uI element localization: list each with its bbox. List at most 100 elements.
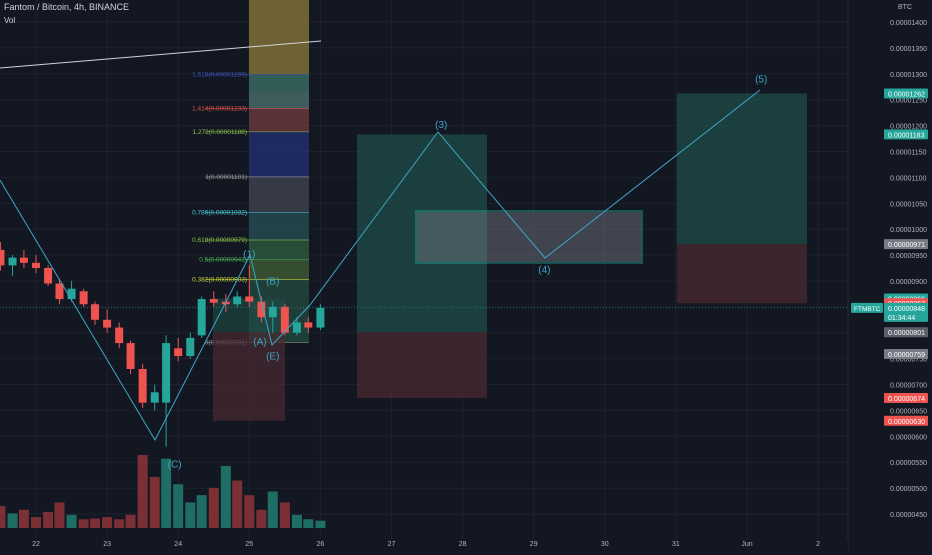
volume-bar [31, 517, 41, 528]
candle-body [0, 249, 5, 266]
price-badge-label: 0.00000801 [888, 330, 925, 337]
wave-label: (1) [243, 250, 255, 261]
volume-bar [185, 502, 196, 528]
volume-bar [244, 495, 255, 528]
volume-bar [220, 465, 231, 528]
volume-bar [102, 517, 113, 528]
chart-title: Fantom / Bitcoin, 4h, BINANCE [4, 2, 130, 12]
volume-bar [54, 502, 65, 528]
fib-level-label: 0.5(0.00000941) [199, 257, 247, 264]
long-position-target-zone-2 [677, 93, 807, 245]
countdown-label: 01:34:44 [888, 315, 915, 322]
price-tick-label: 0.00001300 [890, 72, 927, 79]
candle-body [304, 322, 313, 328]
volume-label: Vol [4, 16, 16, 25]
price-tick-label: 0.00000750 [890, 357, 927, 364]
candle-body [138, 368, 147, 403]
volume-bar [315, 520, 326, 528]
volume-bar [232, 480, 243, 528]
volume-bar [256, 509, 267, 528]
price-badge [884, 302, 928, 322]
volume-bar [303, 519, 314, 528]
candle-body [55, 283, 64, 300]
symbol-tag [851, 302, 883, 313]
fib-band [249, 131, 309, 177]
small-stop-zone [213, 332, 285, 421]
wave-label: (B) [266, 277, 279, 288]
volume-bar [279, 502, 290, 528]
candle-body [150, 392, 159, 403]
fib-band [249, 259, 309, 280]
candle-body [292, 322, 301, 333]
candle-body [8, 257, 17, 266]
price-tick-label: 0.00001200 [890, 124, 927, 131]
time-tick-label: 28 [459, 541, 467, 548]
candle-body [233, 296, 242, 305]
price-tick-label: 0.00000900 [890, 279, 927, 286]
price-badge-label: 0.00000971 [888, 242, 925, 249]
volume-bar [90, 518, 101, 528]
fib-level-label: 1.618(0.00001299) [192, 71, 247, 78]
volume-bar [208, 487, 219, 528]
price-tick-label: 0.00000650 [890, 408, 927, 415]
time-tick-label: 30 [601, 541, 609, 548]
currency-label: BTC [898, 4, 912, 11]
price-badge-label: 0.00001262 [888, 91, 925, 98]
price-badge-label: 0.00000674 [888, 396, 925, 403]
trend-line [0, 40, 322, 69]
volume-bar [291, 514, 302, 528]
price-tick-label: 0.00001400 [890, 20, 927, 27]
fib-band [249, 91, 309, 109]
price-badge [884, 392, 928, 403]
volume-bar [66, 514, 77, 528]
price-badge [884, 415, 928, 426]
volume-bar [114, 519, 125, 528]
volume-bar [137, 455, 148, 528]
time-tick-label: Jun [741, 541, 752, 548]
symbol-tag-label: FTMBTC [854, 306, 881, 313]
wave-label: (A) [253, 337, 266, 348]
fib-level-label: 1(0.00001101) [205, 174, 247, 181]
volume-bar [149, 476, 160, 528]
time-tick-label: 27 [388, 541, 396, 548]
price-tick-label: 0.00001350 [890, 46, 927, 53]
candle-body [209, 299, 218, 303]
elliott-wave-line [0, 89, 761, 442]
price-badge-label: 0.00000848 [888, 306, 925, 313]
price-tick-label: 0.00001100 [890, 175, 927, 182]
wave-label: (5) [755, 75, 767, 86]
price-tick-label: 0.00001250 [890, 98, 927, 105]
price-badge-label: 0.00000759 [888, 352, 925, 359]
time-tick-label: 29 [530, 541, 538, 548]
volume-bar [196, 495, 207, 528]
time-axis [0, 540, 848, 550]
candle-body [174, 348, 183, 357]
volume-bar [125, 514, 136, 528]
wave-label: (3) [435, 120, 447, 131]
candle-body [115, 327, 124, 344]
candle-body [316, 307, 325, 328]
time-tick-label: 22 [32, 541, 40, 548]
price-tick-label: 0.00000500 [890, 486, 927, 493]
candle-body [67, 288, 76, 300]
price-axis [848, 0, 932, 550]
candle-body [19, 257, 28, 263]
wave-label: (C) [168, 459, 182, 470]
long-position-stop-zone [357, 332, 487, 398]
time-tick-label: 26 [317, 541, 325, 548]
time-tick-label: 23 [103, 541, 111, 548]
candle-body [162, 343, 171, 403]
time-tick-label: 2 [816, 541, 820, 548]
wave-label: (4) [538, 265, 550, 276]
candle-body [91, 304, 100, 320]
price-tick-label: 0.00000550 [890, 460, 927, 467]
long-position-target-zone [357, 134, 487, 333]
candle-body [44, 268, 53, 284]
price-badge [884, 348, 928, 359]
price-tick-label: 0.00001150 [890, 149, 927, 156]
fib-band [249, 74, 309, 92]
price-tick-label: 0.00001000 [890, 227, 927, 234]
long-position-stop-zone-2 [677, 244, 807, 304]
